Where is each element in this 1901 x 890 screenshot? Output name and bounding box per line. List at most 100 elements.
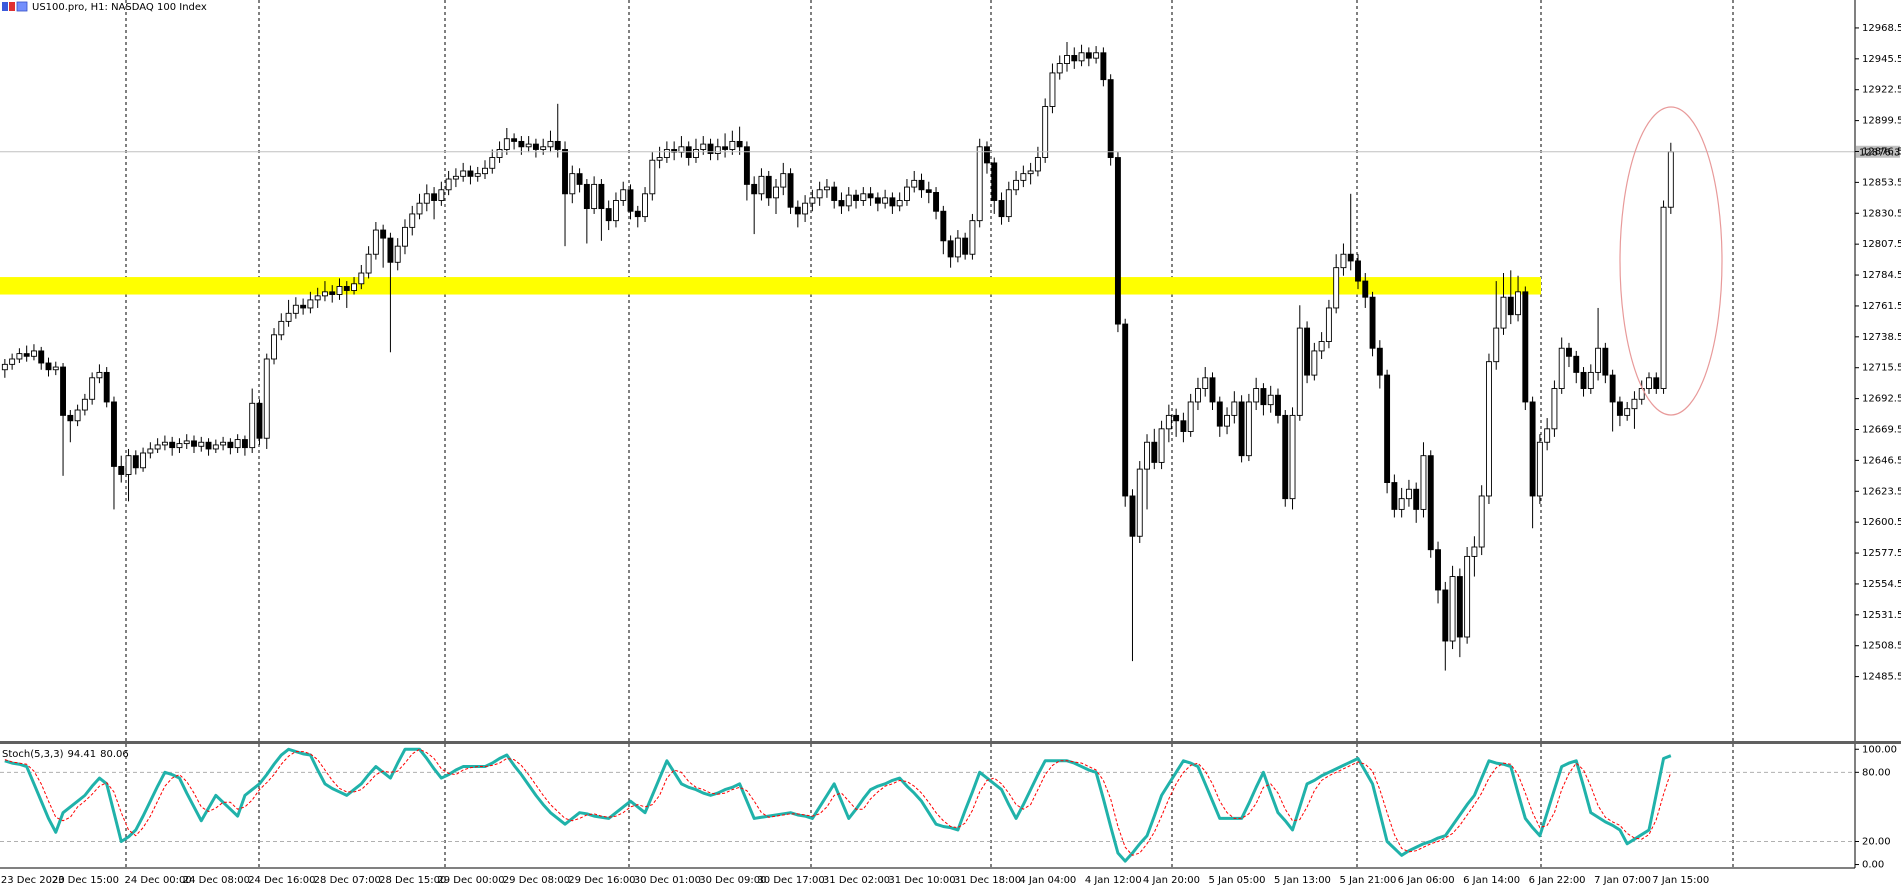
- x-tick-label: 24 Dec 00:00: [125, 875, 192, 886]
- candle-body: [540, 146, 547, 150]
- x-tick-label: 4 Jan 04:00: [1019, 875, 1076, 886]
- candle-body: [191, 440, 197, 447]
- x-tick-label: 30 Dec 01:00: [634, 875, 701, 886]
- y-tick-label: 0.00: [1862, 860, 1884, 871]
- candle-body: [1624, 408, 1631, 416]
- x-tick-label: 23 Dec 15:00: [52, 875, 119, 886]
- y-tick-label: 20.00: [1862, 836, 1891, 847]
- candle-body: [438, 189, 445, 201]
- candle-body: [787, 173, 794, 208]
- candle-body: [503, 138, 510, 150]
- y-tick-label: 12784.5: [1862, 270, 1901, 281]
- y-tick-label: 100.00: [1862, 744, 1897, 755]
- candle-body: [1034, 157, 1041, 172]
- candle-body: [867, 193, 874, 199]
- symbol-icon: [2, 2, 8, 11]
- candle-body: [882, 197, 889, 204]
- candle-body: [1573, 355, 1580, 373]
- candle-body: [889, 197, 896, 207]
- candle-body: [1362, 280, 1369, 298]
- candle-body: [23, 353, 30, 357]
- y-tick-label: 12646.5: [1862, 455, 1901, 466]
- y-tick-label: 12968.5: [1862, 23, 1901, 34]
- candle-body: [81, 398, 88, 411]
- candle-body: [1384, 374, 1391, 483]
- candle-body: [1180, 420, 1187, 432]
- candle-body: [74, 409, 81, 422]
- candle-body: [1580, 371, 1587, 389]
- candle-body: [511, 138, 518, 142]
- candle-body: [372, 229, 379, 255]
- candle-body: [9, 358, 16, 365]
- symbol-icon: [16, 1, 28, 12]
- candle-body: [1449, 576, 1456, 642]
- candle-body: [634, 210, 641, 218]
- x-tick-label: 29 Dec 08:00: [503, 875, 570, 886]
- candle-body: [409, 213, 416, 228]
- candle-body: [416, 202, 423, 215]
- candle-body: [1114, 157, 1121, 325]
- candle-body: [729, 140, 736, 150]
- candle-body: [1456, 576, 1463, 638]
- candle-body: [976, 146, 983, 222]
- candle-body: [263, 358, 270, 439]
- candle-body: [845, 194, 852, 207]
- x-tick-label: 5 Jan 05:00: [1209, 875, 1266, 886]
- x-tick-label: 31 Dec 18:00: [954, 875, 1021, 886]
- candle-body: [1493, 327, 1500, 363]
- candle-body: [1522, 291, 1529, 403]
- candle-body: [1318, 341, 1325, 352]
- candle-body: [1587, 371, 1594, 389]
- candle-body: [1064, 55, 1070, 64]
- candle-body: [838, 200, 845, 207]
- candle-body: [896, 200, 903, 207]
- candle-body: [751, 183, 758, 195]
- candle-body: [1595, 347, 1602, 373]
- candle-body: [1544, 428, 1551, 443]
- candle-body: [707, 143, 714, 154]
- candle-body: [1507, 296, 1514, 316]
- candle-body: [1500, 296, 1507, 329]
- candle-body: [198, 441, 205, 447]
- candle-body: [16, 353, 23, 360]
- candle-body: [969, 220, 976, 255]
- y-tick-label: 12508.5: [1862, 641, 1901, 652]
- candle-body: [1333, 267, 1340, 309]
- main-line: [4, 747, 1672, 863]
- candle-body: [45, 362, 52, 371]
- y-tick-label: 12830.5: [1862, 208, 1901, 219]
- candle-body: [1158, 428, 1165, 463]
- last-price-label: 12876.3: [1859, 147, 1900, 158]
- x-tick-label: 5 Jan 21:00: [1339, 875, 1396, 886]
- candle-body: [1245, 401, 1252, 457]
- y-tick-label: 12807.5: [1862, 239, 1901, 250]
- candle-body: [736, 140, 743, 148]
- candle-body: [1151, 441, 1158, 463]
- candle-body: [1398, 498, 1405, 510]
- candle-body: [1173, 414, 1180, 422]
- symbol-icon: [9, 2, 15, 11]
- candle-body: [1100, 52, 1107, 81]
- candle-body: [1515, 291, 1522, 316]
- candle-body: [816, 189, 823, 199]
- candle-body: [1558, 347, 1565, 389]
- candle-body: [802, 202, 809, 215]
- candle-body: [307, 299, 314, 309]
- candle-body: [1260, 388, 1267, 406]
- candle-body: [613, 200, 619, 222]
- candle-body: [940, 210, 947, 242]
- candle-body: [1049, 72, 1056, 107]
- candle-body: [220, 441, 227, 446]
- candle-body: [954, 237, 961, 258]
- candle-body: [1442, 589, 1449, 642]
- candle-body: [460, 170, 467, 177]
- y-tick-label: 12715.5: [1862, 363, 1901, 374]
- candle-body: [1405, 488, 1412, 500]
- x-tick-label: 23 Dec 2020: [1, 875, 65, 886]
- x-tick-label: 6 Jan 22:00: [1529, 875, 1586, 886]
- candle-body: [1325, 307, 1332, 342]
- candle-body: [1020, 173, 1027, 181]
- candle-body: [554, 140, 561, 150]
- candle-body: [1129, 495, 1136, 537]
